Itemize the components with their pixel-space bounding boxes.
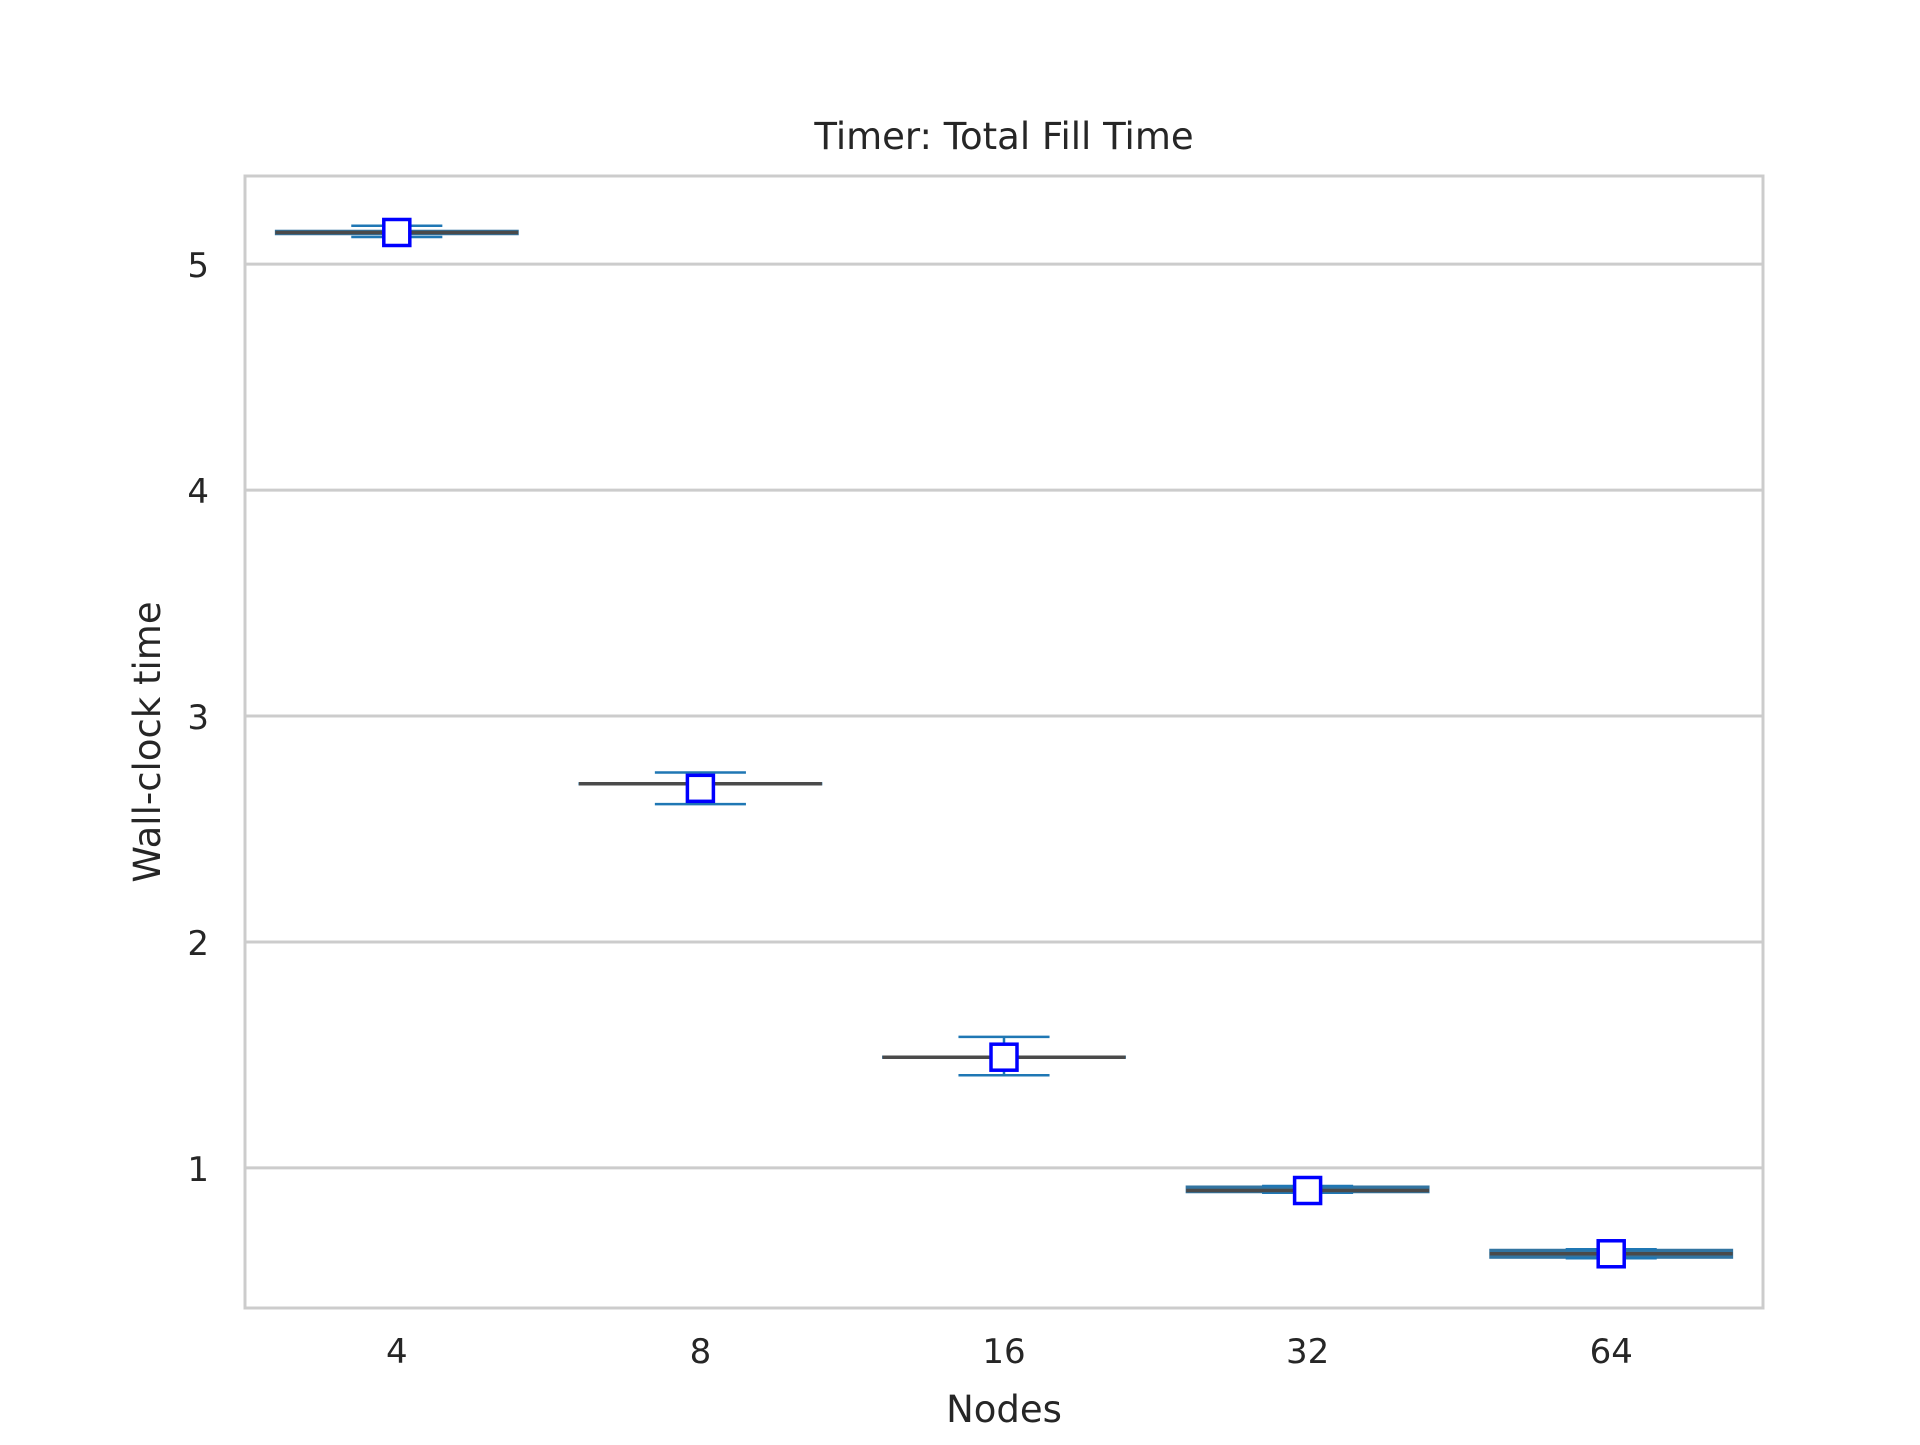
y-tick-label: 3 (187, 698, 209, 738)
grid-layer (245, 262, 1763, 1170)
y-tick-labels: 1 2 3 4 5 (187, 246, 209, 1190)
y-tick-label: 5 (187, 246, 209, 286)
plot-frame (243, 174, 1765, 1310)
x-tick-label: 32 (1286, 1332, 1329, 1372)
x-tick-label: 4 (386, 1332, 408, 1372)
mean-marker (1292, 1175, 1323, 1206)
y-tick-label: 2 (187, 924, 209, 964)
y-axis-label: Wall-clock time (126, 601, 169, 882)
x-axis-label: Nodes (946, 1388, 1062, 1431)
mean-marker (382, 217, 412, 248)
mean-marker (1596, 1239, 1626, 1269)
box-group (274, 217, 519, 248)
box-group (1185, 1175, 1430, 1206)
x-tick-labels: 4 8 16 32 64 (386, 1332, 1633, 1372)
mean-marker (989, 1042, 1019, 1072)
y-tick-label: 1 (187, 1150, 209, 1190)
box-group (578, 771, 823, 806)
box-group (882, 1035, 1126, 1077)
box-group (1489, 1239, 1734, 1269)
x-tick-label: 8 (690, 1332, 712, 1372)
x-tick-label: 16 (982, 1332, 1025, 1372)
y-tick-label: 4 (187, 472, 209, 512)
chart-title: Timer: Total Fill Time (813, 115, 1193, 158)
boxes-layer (274, 217, 1734, 1269)
mean-marker (685, 773, 716, 804)
x-tick-label: 64 (1590, 1332, 1633, 1372)
